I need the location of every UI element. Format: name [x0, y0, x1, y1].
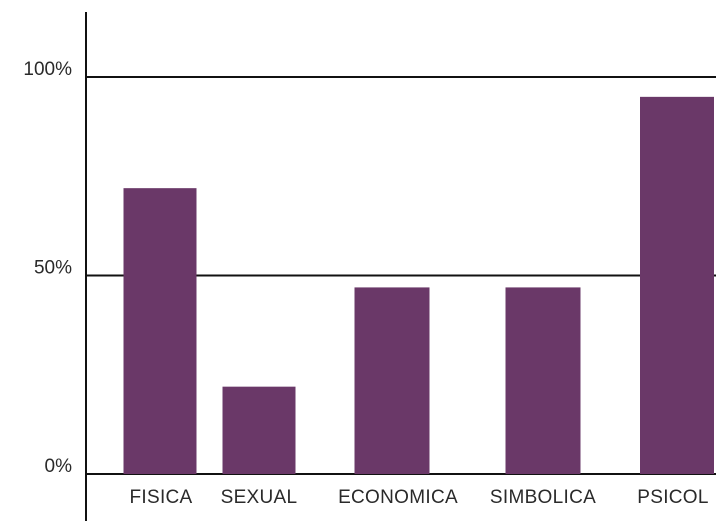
x-category-label-psicol: PSICOL [637, 487, 709, 508]
x-category-label-simbolica: SIMBOLICA [490, 487, 596, 508]
x-category-labels: FISICA SEXUAL ECONOMICA SIMBOLICA PSICOL [129, 487, 708, 508]
bar-psicol [640, 96, 714, 474]
y-tick-labels: 0% 50% 100% [23, 59, 72, 477]
bar-simbolica [505, 287, 581, 474]
bar-sexual [222, 386, 296, 474]
x-category-label-fisica: FISICA [129, 487, 192, 508]
bar-fisica [123, 188, 197, 474]
y-tick-label: 100% [23, 59, 72, 80]
x-category-label-economica: ECONOMICA [338, 487, 458, 508]
bars [123, 96, 714, 474]
bar-economica [354, 287, 430, 474]
y-tick-label: 0% [45, 456, 73, 477]
x-category-label-sexual: SEXUAL [221, 487, 298, 508]
y-tick-label: 50% [34, 258, 72, 279]
